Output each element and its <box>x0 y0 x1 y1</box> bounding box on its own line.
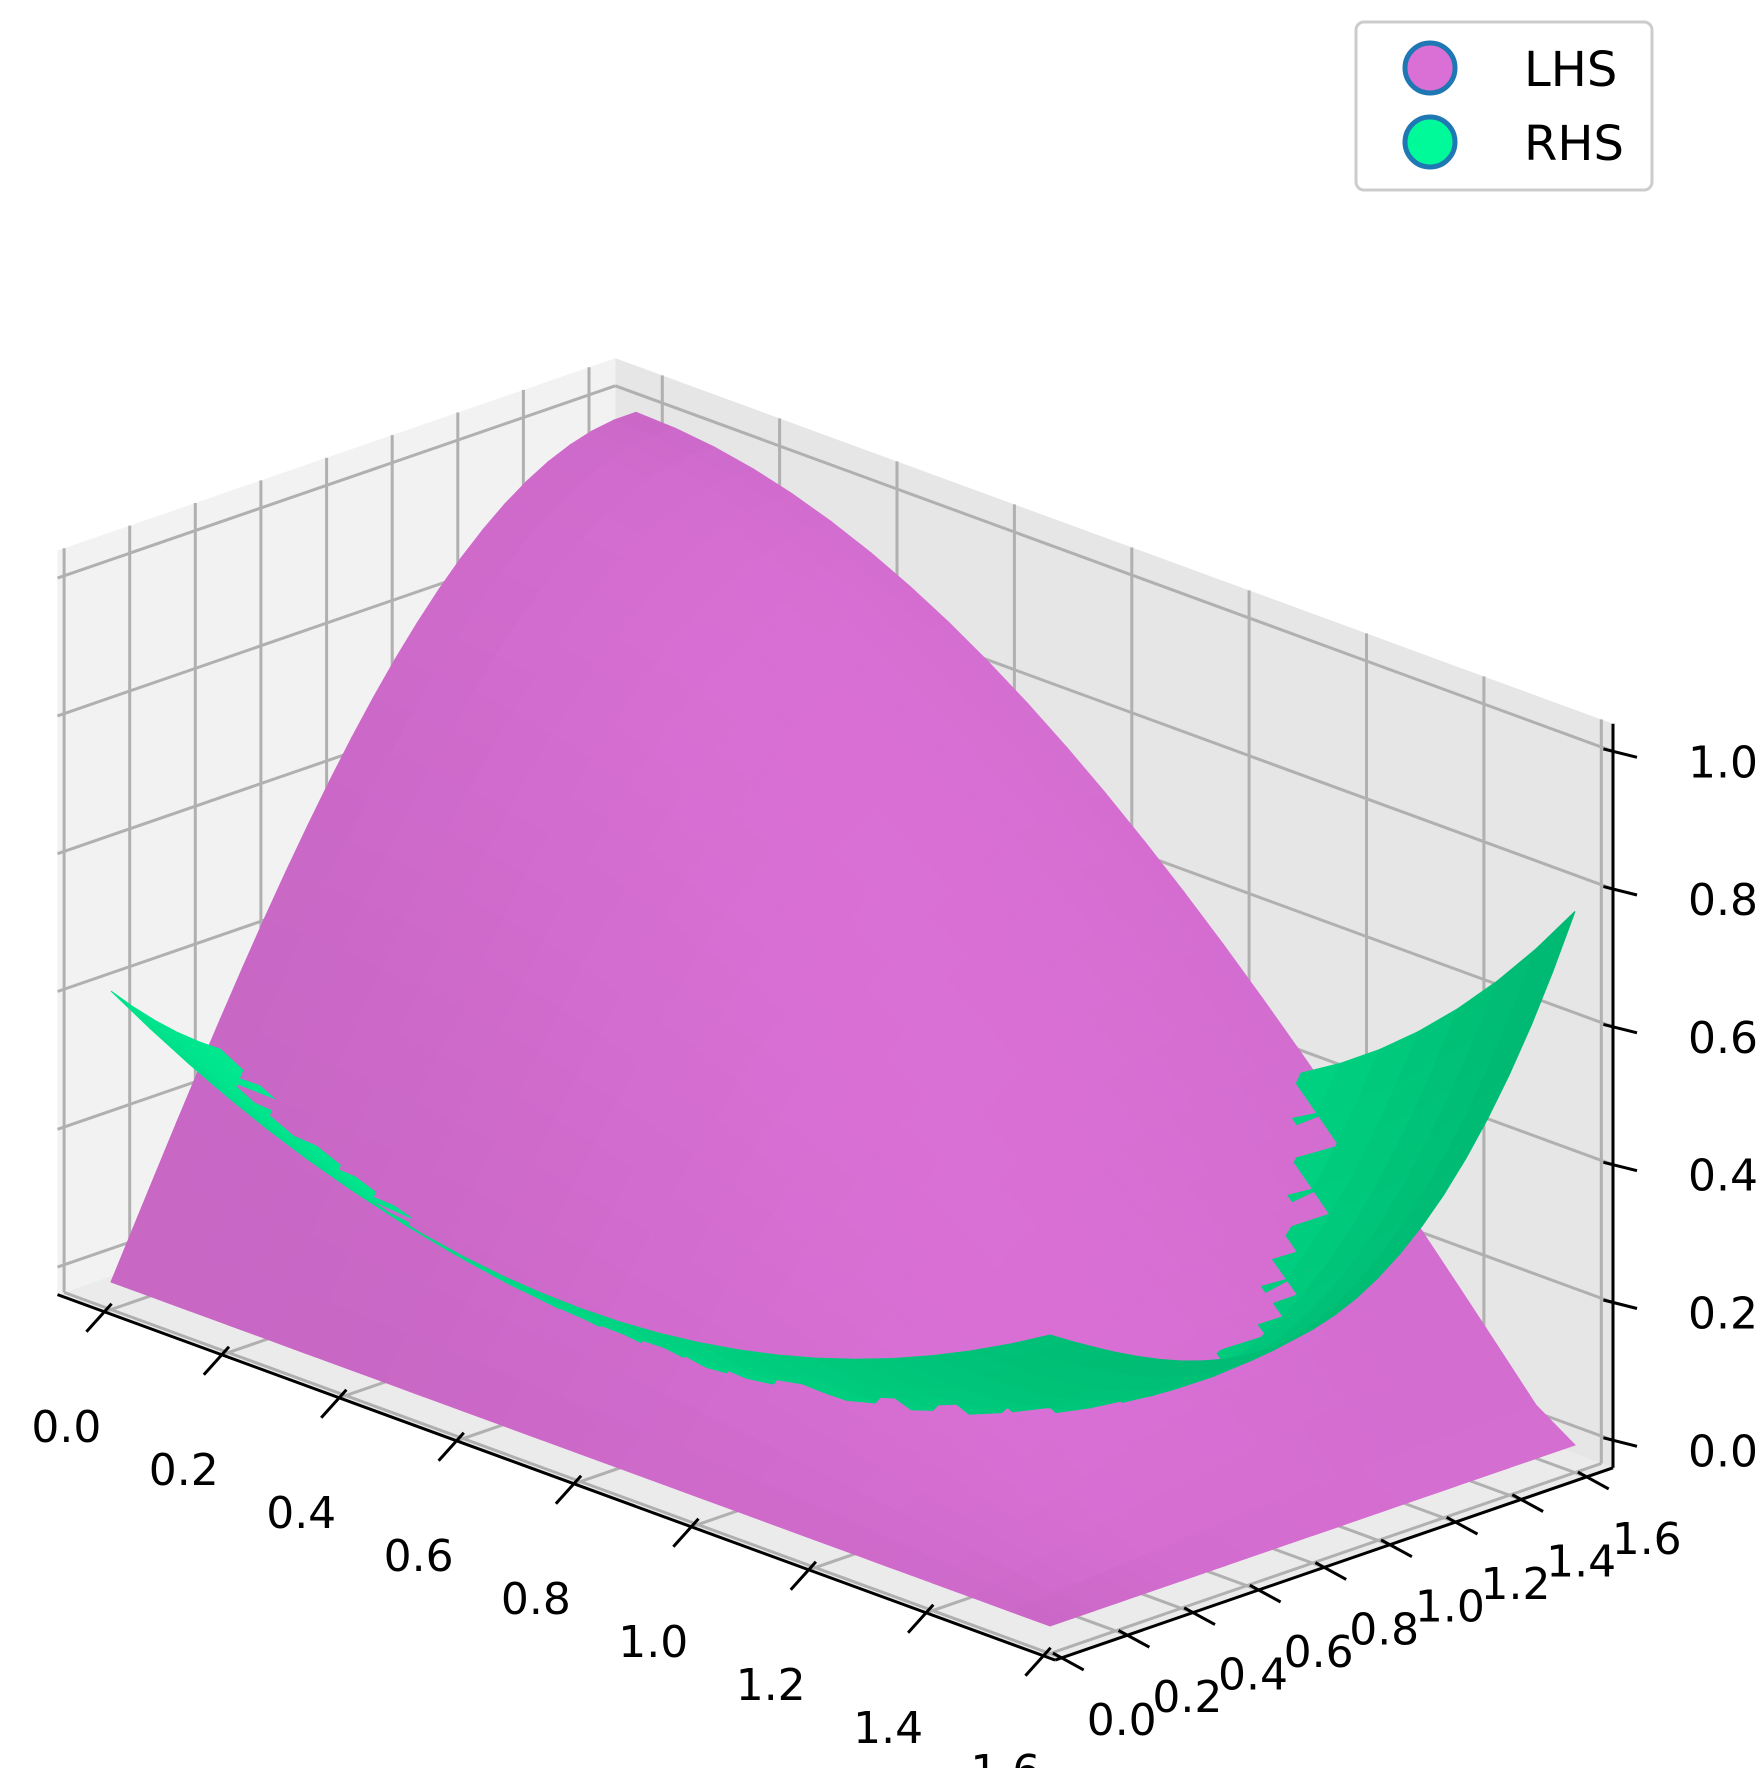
y-tick-label: 1.6 <box>1612 1514 1682 1565</box>
x-tick <box>906 1603 935 1634</box>
surfaces <box>110 411 1576 1627</box>
y-tick-label: 0.6 <box>1284 1627 1354 1678</box>
y-tick-label: 0.0 <box>1087 1695 1157 1746</box>
z-tick <box>1603 1436 1638 1448</box>
x-tick <box>789 1560 818 1591</box>
x-tick-label: 1.6 <box>970 1746 1040 1768</box>
z-tick-label: 0.8 <box>1688 875 1758 926</box>
z-tick <box>1603 1298 1638 1310</box>
x-axis-line <box>56 1293 1056 1662</box>
y-tick <box>1380 1538 1413 1559</box>
y-tick <box>1249 1583 1282 1604</box>
back-gridline-z <box>614 384 1614 753</box>
y-tick <box>1577 1470 1610 1491</box>
y-tick-label: 0.8 <box>1349 1604 1419 1655</box>
y-tick <box>1314 1561 1347 1581</box>
x-tick <box>1024 1646 1052 1677</box>
x-tick-label: 0.8 <box>501 1574 571 1625</box>
y-tick-label: 1.0 <box>1415 1582 1485 1633</box>
axes <box>56 723 1638 1677</box>
z-tick-label: 0.2 <box>1688 1289 1758 1340</box>
legend-label-lhs: LHS <box>1524 42 1617 98</box>
z-tick-label: 0.4 <box>1688 1151 1758 1202</box>
y-tick-label: 0.2 <box>1152 1672 1222 1723</box>
x-tick-label: 0.2 <box>149 1445 219 1496</box>
left-gridline-z <box>57 384 616 580</box>
z-tick-label: 0.0 <box>1688 1426 1758 1477</box>
x-tick <box>672 1517 700 1548</box>
legend-marker-rhs <box>1402 114 1458 170</box>
z-tick <box>1603 747 1638 759</box>
y-tick <box>1183 1606 1216 1626</box>
x-tick <box>202 1345 231 1376</box>
y-tick-label: 0.4 <box>1218 1650 1288 1701</box>
rhs-surface-patch <box>1009 1334 1074 1352</box>
x-tick <box>437 1431 465 1462</box>
z-tick <box>1603 1022 1638 1035</box>
x-tick <box>320 1388 348 1419</box>
legend-label-rhs: RHS <box>1524 116 1624 172</box>
y-tick-label: 1.4 <box>1546 1537 1616 1588</box>
x-tick-label: 1.0 <box>618 1617 688 1668</box>
floor-gridline-y <box>63 1290 1063 1660</box>
x-tick-label: 1.4 <box>853 1703 923 1754</box>
x-tick-label: 0.6 <box>384 1531 454 1582</box>
y-tick <box>1511 1493 1544 1513</box>
x-tick-label: 1.2 <box>736 1660 806 1711</box>
z-tick-label: 0.6 <box>1688 1013 1758 1064</box>
legend: LHS RHS <box>1354 20 1654 192</box>
y-tick <box>1117 1629 1151 1649</box>
lhs-surface-patch <box>1009 1601 1074 1627</box>
x-tick <box>85 1302 113 1333</box>
z-tick-label: 1.0 <box>1688 737 1758 788</box>
x-tick-label: 0.0 <box>31 1402 101 1453</box>
y-tick <box>1052 1651 1085 1672</box>
y-tick <box>1445 1515 1479 1536</box>
z-tick <box>1603 885 1638 897</box>
legend-marker-lhs <box>1402 40 1458 96</box>
x-tick-label: 0.4 <box>266 1488 336 1539</box>
tick-labels: 0.00.20.40.60.81.01.21.41.60.00.20.40.60… <box>31 737 1758 1773</box>
x-tick <box>554 1474 583 1505</box>
z-tick <box>1603 1160 1638 1173</box>
y-tick-label: 1.2 <box>1481 1559 1551 1610</box>
